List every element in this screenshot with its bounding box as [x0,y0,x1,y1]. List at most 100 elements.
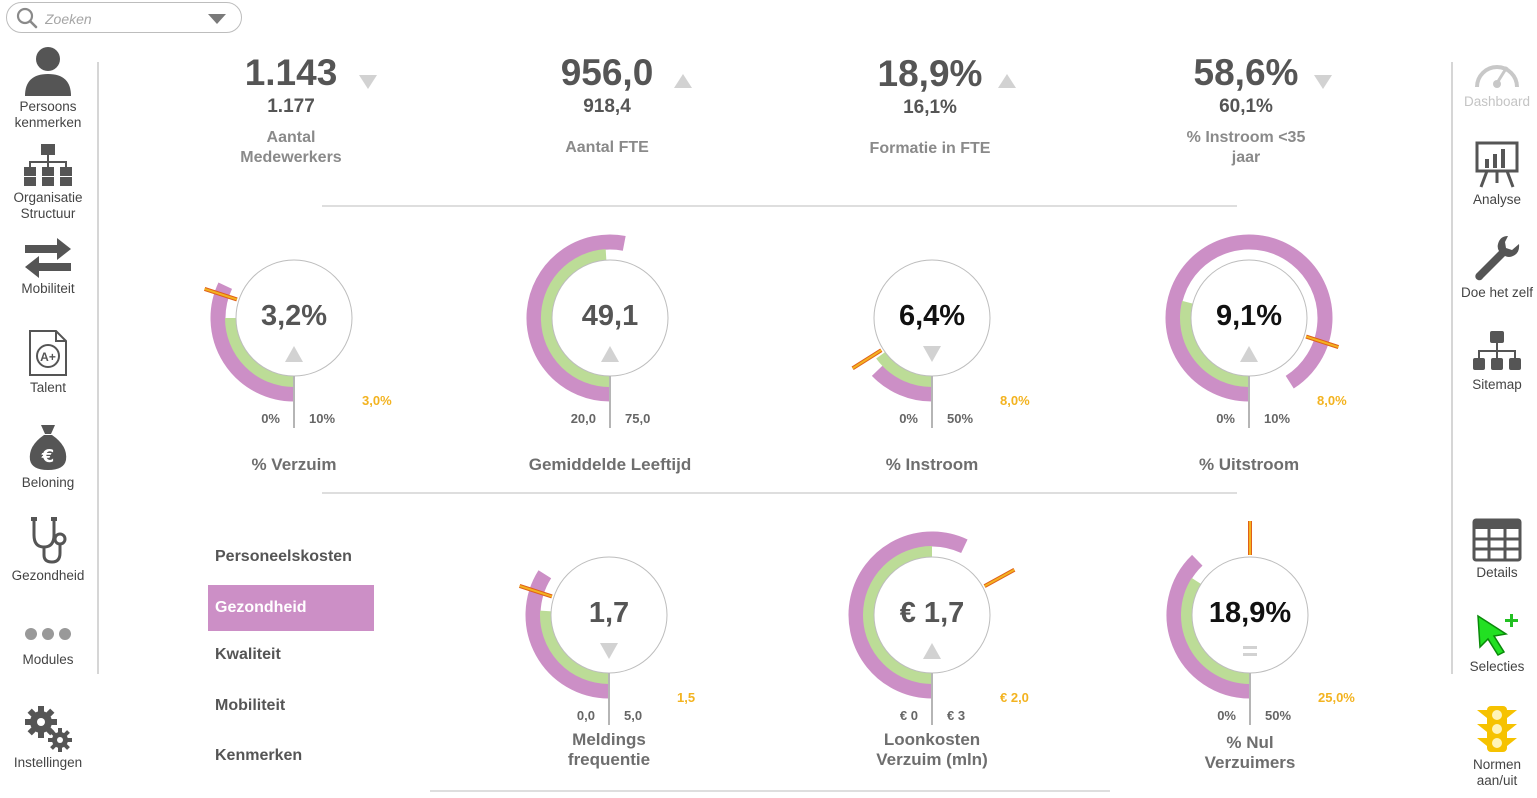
nav-label: Selecties [1469,659,1525,674]
gauge-value: 3,2% [260,300,328,332]
gauge-min-label: 0% [1217,708,1236,723]
norm-marker [1305,334,1340,349]
theme-personeelskosten[interactable]: Personeelskosten [215,548,352,565]
trend-equal-icon [1243,646,1257,656]
gauge-min-label: 0,0 [576,708,595,723]
svg-text:€: € [41,446,55,467]
gauge-max-label: 10% [309,411,336,426]
gauge-min-label: 0% [899,411,918,426]
nav-label: Analyse [1472,192,1522,207]
gauge-max-label: 50% [947,411,974,426]
kpi-value: 1.143 [244,52,338,93]
nav-gezondheid[interactable]: Gezondheid [2,515,94,584]
nav-label: Normen aan/uit [1472,757,1521,788]
kpi-label: Aantal FTE [565,139,649,156]
nav-talent[interactable]: A+ Talent [2,329,94,396]
kpi-label: % Instroom <35 jaar [1186,129,1306,166]
nav-mobiliteit[interactable]: Mobiliteit [2,238,94,297]
norm-marker-inner [204,288,238,301]
gauge-norm-label: 8,0% [1000,393,1030,408]
gauge-max-label: 75,0 [625,411,651,426]
nav-dashboard[interactable]: Dashboard [1455,55,1537,110]
document-grade-icon: A+ [29,330,67,376]
search-input[interactable] [43,9,207,29]
nav-organisatie-structuur[interactable]: Organisatie Structuur [2,143,94,222]
nav-label: Gezondheid [11,568,85,583]
trend-up-icon [1240,346,1258,362]
gauge-norm-label: € 2,0 [1000,690,1029,705]
trend-down-icon [923,346,941,362]
section-divider [322,205,1237,207]
theme-gezondheid[interactable]: Gezondheid [208,585,374,631]
kpi-value: 18,9% [877,53,983,94]
kpi-label: Formatie in FTE [869,140,991,157]
nav-analyse[interactable]: Analyse [1455,141,1537,208]
trend-up-icon [601,346,619,362]
svg-text:A+: A+ [40,350,56,364]
nav-sitemap[interactable]: Sitemap [1455,330,1537,393]
norm-marker-inner [984,568,1015,587]
search-box[interactable] [6,2,242,33]
kpi-value: 58,6% [1193,52,1299,93]
kpi-previous: 16,1% [903,97,957,118]
nav-label: Modules [22,652,74,667]
kpi-instroom-35: 58,6% 60,1% % Instroom <35 jaar [1116,52,1376,168]
trend-down-icon [1314,75,1332,89]
gauge-value: € 1,7 [899,597,965,629]
theme-kenmerken[interactable]: Kenmerken [215,747,303,764]
gauge-max-label: € 3 [947,708,966,723]
nav-selecties[interactable]: Selecties [1455,612,1537,675]
kpi-aantal-fte: 956,0 918,4 Aantal FTE [477,52,737,158]
nav-label: Beloning [21,475,75,490]
nav-label: Details [1476,565,1518,580]
gauge-value: 9,1% [1215,300,1283,332]
norm-marker-inner [519,585,553,598]
nav-beloning[interactable]: € Beloning [2,422,94,491]
nav-instellingen[interactable]: Instellingen [2,704,94,771]
more-dots-icon [25,628,71,640]
nav-modules[interactable]: Modules [2,626,94,668]
kpi-label: Aantal Medewerkers [240,129,342,166]
wrench-icon [1475,236,1520,281]
gauge-min-label: 0% [1216,411,1235,426]
nav-label: Organisatie Structuur [13,190,83,221]
nav-label: Sitemap [1472,377,1522,392]
nav-persoonskenmerken[interactable]: Persoons kenmerken [2,46,94,131]
cursor-plus-icon [1477,614,1518,656]
nav-label: Instellingen [13,755,83,770]
trend-up-icon [923,643,941,659]
nav-label: Persoons kenmerken [14,99,82,130]
nav-normen[interactable]: Normen aan/uit [1455,704,1537,789]
left-nav-divider [97,62,99,674]
gauge-title: Meldings frequentie [567,730,651,769]
theme-mobiliteit[interactable]: Mobiliteit [215,697,286,714]
theme-kwaliteit[interactable]: Kwaliteit [215,646,281,663]
search-icon [16,7,38,29]
gauge-min-label: 0% [261,411,280,426]
nav-label: Mobiliteit [21,281,75,296]
nav-label: Talent [29,380,67,395]
current-value-arc [525,570,610,699]
gauge-norm-label: 8,0% [1317,393,1347,408]
nav-doe-het-zelf[interactable]: Doe het zelf [1455,234,1537,301]
nav-details[interactable]: Details [1455,518,1537,581]
norm-marker-inner [852,349,882,370]
right-nav-divider [1451,62,1453,674]
section-divider [430,790,1110,792]
presentation-chart-icon [1475,141,1519,188]
gauge-value: 18,9% [1208,597,1292,629]
gauge-title: % Uitstroom [1198,455,1300,474]
current-value-arc [871,365,933,402]
norm-marker [851,348,883,371]
gauge-norm-label: 3,0% [362,393,392,408]
norm-marker [203,287,238,302]
money-bag-icon: € [29,425,67,470]
trend-up-icon [674,74,692,88]
gauge-norm-label: 25,0% [1318,690,1355,705]
gauge-value: 1,7 [588,597,630,629]
gauge-norm-label: 1,5 [677,690,696,705]
norm-marker [983,567,1016,588]
chevron-down-icon[interactable] [208,14,226,24]
trend-up-icon [285,346,303,362]
gauge-title: Gemiddelde Leeftijd [528,455,692,474]
